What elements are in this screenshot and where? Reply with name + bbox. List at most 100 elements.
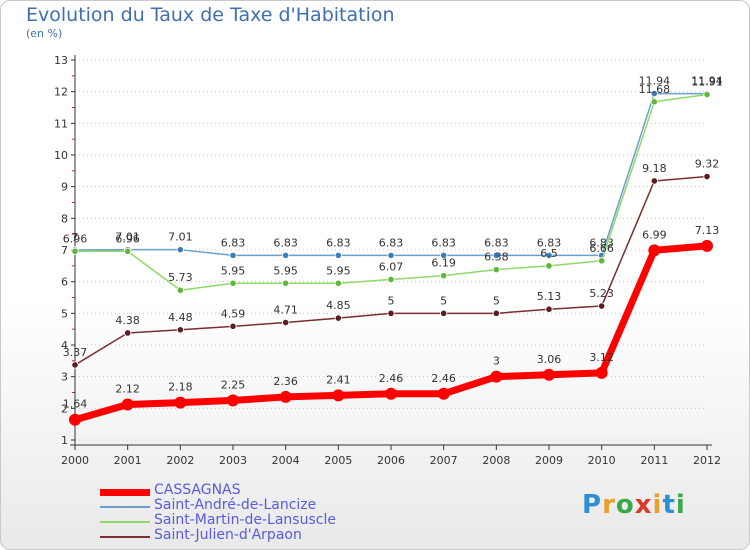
legend-swatch-saint-martin [100, 521, 150, 523]
data-label: 11.91 [691, 76, 723, 89]
data-point [648, 244, 661, 257]
data-label: 7.01 [115, 231, 140, 244]
data-label: 5.13 [537, 290, 562, 303]
data-label: 2.18 [168, 381, 193, 394]
data-point [598, 302, 606, 310]
data-point [332, 389, 345, 402]
data-label: 5.95 [221, 264, 246, 277]
data-point [334, 314, 342, 322]
data-point [334, 251, 342, 259]
data-label: 6.96 [115, 232, 140, 245]
data-point [595, 366, 608, 379]
data-label: 5.95 [326, 264, 351, 277]
legend-label-saint-julien: Saint-Julien-d'Arpaon [154, 527, 302, 543]
data-point [387, 251, 395, 259]
y-tick-label: 2 [61, 402, 68, 415]
data-point [650, 98, 658, 106]
y-tick-label: 7 [61, 244, 68, 257]
data-point [701, 239, 713, 252]
x-tick-label: 2004 [272, 454, 300, 467]
data-label: 6.83 [589, 236, 614, 249]
logo-letter: i [675, 490, 686, 520]
data-point [229, 251, 237, 259]
data-label: 6.5 [540, 247, 558, 260]
data-label: 7.01 [168, 231, 193, 244]
data-label: 9.18 [642, 162, 667, 175]
legend-swatch-saint-julien [100, 536, 150, 538]
data-label: 4.85 [326, 299, 351, 312]
data-point [545, 251, 553, 259]
data-point [543, 368, 555, 381]
data-point [385, 387, 397, 400]
legend-label-saint-andre: Saint-André-de-Lancize [154, 497, 317, 513]
data-point [227, 394, 239, 407]
x-tick-label: 2011 [640, 454, 668, 467]
data-label: 4.59 [221, 307, 246, 320]
data-label: 6.07 [379, 260, 404, 273]
y-tick-label: 3 [61, 371, 68, 384]
data-point [387, 275, 395, 284]
data-point [545, 262, 553, 270]
data-label: 2.46 [379, 372, 404, 385]
logo-letter: P [582, 490, 603, 520]
data-label: 2.46 [431, 372, 456, 385]
x-tick-label: 2009 [535, 454, 563, 467]
x-tick-label: 2006 [377, 454, 405, 467]
x-tick-label: 2007 [430, 454, 458, 467]
data-label: 5 [440, 294, 447, 307]
data-label: 7 [72, 231, 79, 244]
logo-letter: x [634, 490, 653, 520]
logo-letter: o [615, 490, 635, 520]
data-label: 1.64 [63, 398, 88, 411]
data-label: 3.12 [589, 351, 614, 364]
y-tick-label: 8 [61, 212, 68, 225]
data-point [176, 326, 184, 334]
x-tick-label: 2010 [588, 454, 616, 467]
data-point [282, 318, 290, 327]
data-point [650, 177, 658, 185]
legend-label-saint-martin: Saint-Martin-de-Lansuscle [154, 512, 336, 528]
data-point [490, 370, 503, 383]
data-label: 6.83 [431, 236, 456, 249]
x-tick-label: 2001 [114, 454, 142, 467]
data-label: 11.94 [691, 75, 723, 88]
data-point [282, 251, 290, 259]
data-label: 5 [388, 294, 395, 307]
data-point [440, 309, 448, 317]
data-label: 6.83 [379, 236, 404, 249]
data-point [598, 257, 606, 265]
data-label: 6.83 [326, 236, 351, 249]
data-label: 4.38 [115, 314, 140, 327]
legend-swatch-saint-andre [100, 506, 150, 508]
data-label: 3 [493, 355, 500, 368]
data-point [279, 390, 292, 403]
data-label: 6.38 [484, 251, 509, 264]
x-tick-label: 2000 [61, 454, 89, 467]
legend-swatch-cassagnas [100, 489, 150, 496]
data-label: 11.68 [639, 83, 671, 96]
data-point [440, 272, 448, 280]
data-point [71, 361, 79, 369]
x-tick-label: 2012 [693, 454, 721, 467]
data-label: 6.96 [63, 232, 88, 245]
data-point [229, 322, 237, 330]
data-label: 6.83 [484, 236, 509, 249]
data-point [545, 305, 553, 313]
data-point [492, 266, 500, 274]
data-label: 6.99 [642, 228, 667, 241]
data-label: 6.83 [537, 236, 562, 249]
y-tick-label: 9 [61, 181, 68, 194]
data-label: 7.13 [695, 224, 720, 237]
x-tick-label: 2008 [482, 454, 510, 467]
data-point [440, 251, 448, 259]
data-label: 6.66 [589, 242, 614, 255]
data-label: 4.48 [168, 311, 193, 324]
data-point [492, 251, 500, 259]
data-point [229, 279, 237, 287]
data-point [334, 279, 342, 287]
data-label: 6.19 [431, 257, 456, 270]
data-point [492, 309, 500, 317]
data-point [69, 413, 81, 426]
data-point [124, 329, 132, 337]
